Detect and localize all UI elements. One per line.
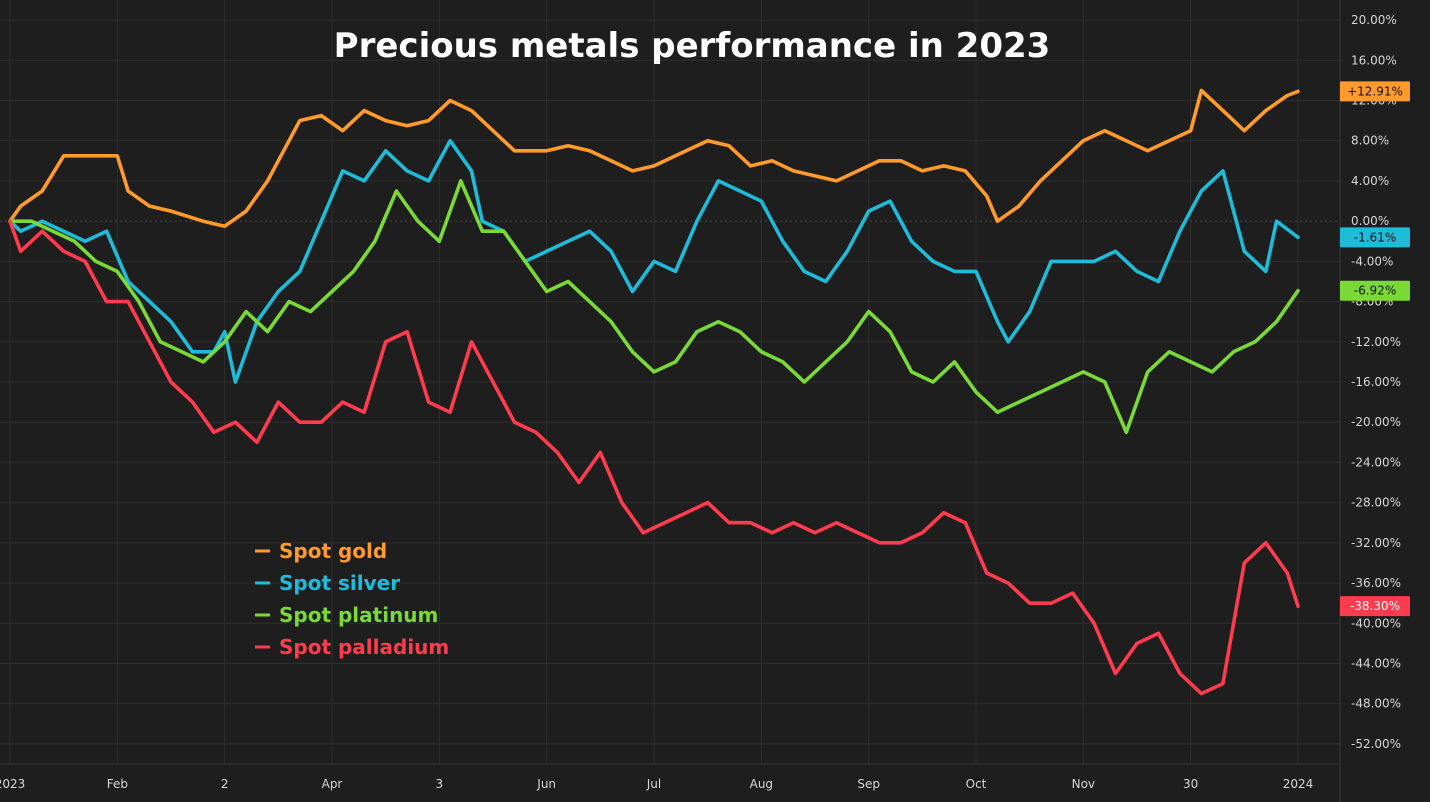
end-badge-label-spot-platinum: -6.92% xyxy=(1354,284,1396,298)
legend-label-spot-palladium: Spot palladium xyxy=(279,635,449,659)
chart-title: Precious metals performance in 2023 xyxy=(334,26,1051,66)
x-tick-label: 30 xyxy=(1183,777,1198,791)
y-tick-label: -48.00% xyxy=(1351,697,1401,711)
series-line-spot-platinum xyxy=(8,179,1300,435)
end-badge-spot-platinum xyxy=(1340,280,1410,301)
end-badge-spot-silver xyxy=(1340,227,1410,248)
end-badge-label-spot-palladium: -38.30% xyxy=(1350,599,1400,613)
y-tick-label: -40.00% xyxy=(1351,616,1401,630)
y-tick-label: -32.00% xyxy=(1351,536,1401,550)
y-tick-label: -44.00% xyxy=(1351,656,1401,670)
end-badge-label-spot-silver: -1.61% xyxy=(1354,230,1396,244)
end-badge-spot-gold xyxy=(1340,81,1410,102)
y-tick-label: 4.00% xyxy=(1351,174,1389,188)
y-tick-label: -16.00% xyxy=(1351,375,1401,389)
x-tick-label: 2024 xyxy=(1283,777,1314,791)
y-tick-label: -20.00% xyxy=(1351,415,1401,429)
y-tick-label: 20.00% xyxy=(1351,13,1397,27)
series-lines xyxy=(8,88,1300,696)
y-tick-label: -28.00% xyxy=(1351,496,1401,510)
x-tick-label: 2023 xyxy=(0,777,25,791)
x-tick-label: Aug xyxy=(750,777,773,791)
x-tick-label: 2 xyxy=(221,777,229,791)
y-tick-label: -24.00% xyxy=(1351,455,1401,469)
x-tick-label: Feb xyxy=(107,777,128,791)
x-tick-label: Apr xyxy=(322,777,343,791)
x-tick-label: Oct xyxy=(966,777,987,791)
end-badge-spot-palladium xyxy=(1340,596,1410,617)
legend-label-spot-gold: Spot gold xyxy=(279,539,387,563)
x-tick-label: Jul xyxy=(646,777,661,791)
x-tick-label: Sep xyxy=(857,777,880,791)
y-tick-label: -12.00% xyxy=(1351,335,1401,349)
end-badge-label-spot-gold: +12.91% xyxy=(1347,84,1403,98)
y-tick-label: 0.00% xyxy=(1351,214,1389,228)
y-tick-label: -52.00% xyxy=(1351,737,1401,751)
x-axis-ticks: 2023 Feb 2 Apr 3 Jun Jul Aug Sep Oct Nov 30 2024 xyxy=(0,777,1313,791)
end-value-labels: +12.91% -1.61% -6.92% -38.30% xyxy=(1340,81,1410,617)
y-tick-label: 8.00% xyxy=(1351,134,1389,148)
y-tick-label: -36.00% xyxy=(1351,576,1401,590)
series-line-spot-palladium xyxy=(8,219,1300,696)
legend-label-spot-platinum: Spot platinum xyxy=(279,603,438,627)
y-tick-label: 16.00% xyxy=(1351,53,1397,67)
legend-label-spot-silver: Spot silver xyxy=(279,571,400,595)
y-tick-label: -4.00% xyxy=(1351,254,1393,268)
x-tick-label: Nov xyxy=(1072,777,1095,791)
series-line-spot-silver xyxy=(8,138,1300,384)
x-tick-label: 3 xyxy=(436,777,444,791)
series-line-spot-gold xyxy=(8,88,1300,228)
legend: Spot gold Spot silver Spot platinum Spot pa… xyxy=(255,539,449,659)
x-tick-label: Jun xyxy=(536,777,556,791)
horizontal-gridlines xyxy=(0,19,1340,745)
